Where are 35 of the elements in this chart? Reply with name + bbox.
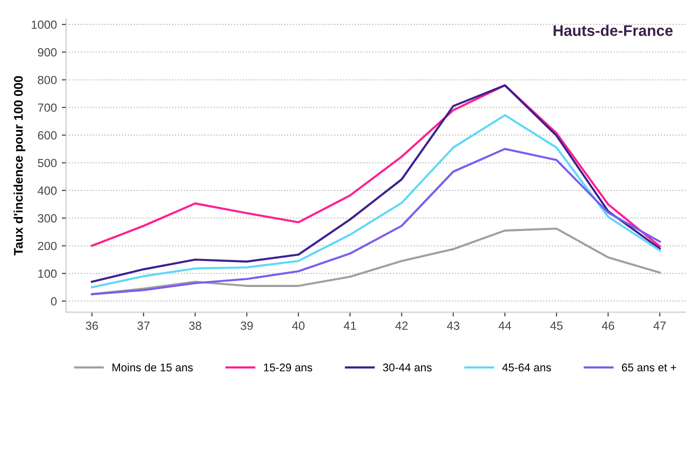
- y-tick-label: 400: [38, 186, 57, 195]
- x-tick-label: 47: [653, 322, 666, 330]
- x-tick-label: 42: [395, 322, 408, 330]
- x-tick-label: 41: [344, 322, 356, 330]
- x-tick-label: 45: [550, 322, 563, 330]
- y-tick-label: 300: [38, 214, 57, 223]
- x-tick-label: 38: [189, 322, 202, 330]
- y-tick-label: 500: [38, 158, 57, 168]
- x-tick-label: 44: [498, 322, 512, 330]
- y-tick-label: 1000: [32, 20, 57, 29]
- chart-title: Hauts-de-France: [554, 24, 673, 36]
- legend-label: Moins de 15 ans: [112, 363, 193, 372]
- y-tick-label: 200: [38, 242, 57, 250]
- legend-label: 15-29 ans: [264, 364, 312, 372]
- y-tick-label: 700: [38, 103, 57, 112]
- x-tick-label: 40: [292, 322, 305, 330]
- y-tick-label: 900: [38, 48, 57, 57]
- y-tick-label: 0: [50, 297, 57, 306]
- y-tick-label: 800: [38, 76, 57, 84]
- y-tick-label: 100: [38, 269, 57, 278]
- line-series: [90, 228, 661, 296]
- x-tick-label: 43: [446, 322, 460, 330]
- legend-label: 65 ans et +: [622, 364, 676, 372]
- x-tick-label: 37: [137, 322, 150, 330]
- x-tick-label: 36: [86, 322, 98, 330]
- y-tick-label: 600: [38, 131, 57, 140]
- legend-label: 45-64 ans: [502, 364, 552, 372]
- legend-label: 30-44 ans: [383, 364, 432, 372]
- y-axis-title: Taux d'incidence pour 100 000: [14, 76, 26, 256]
- line-series: [90, 114, 661, 288]
- line-series: [90, 84, 661, 248]
- x-tick-label: 39: [240, 322, 253, 330]
- line-series: [90, 84, 661, 283]
- line-series: [90, 148, 661, 296]
- x-tick-label: 46: [602, 322, 614, 330]
